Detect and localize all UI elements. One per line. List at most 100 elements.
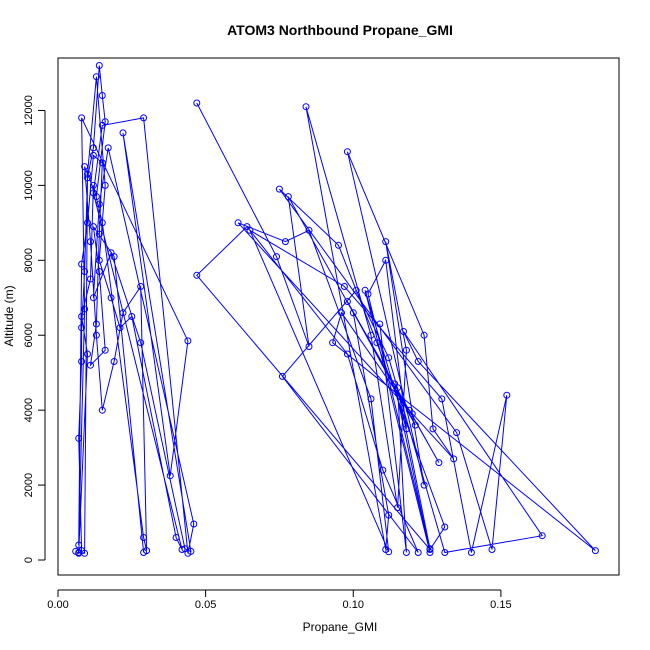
data-point bbox=[275, 185, 283, 193]
data-point bbox=[78, 313, 86, 320]
data-point bbox=[426, 545, 434, 553]
data-point bbox=[84, 170, 91, 178]
data-point bbox=[367, 395, 375, 403]
data-point bbox=[385, 511, 393, 519]
data-point bbox=[338, 309, 345, 317]
data-point bbox=[441, 523, 449, 531]
series-line bbox=[196, 102, 596, 554]
data-point bbox=[329, 339, 337, 347]
data-point bbox=[98, 219, 106, 227]
data-point bbox=[98, 406, 106, 414]
x-tick-label: 0.15 bbox=[490, 599, 511, 611]
data-point bbox=[193, 99, 201, 107]
data-point bbox=[95, 256, 103, 264]
data-point bbox=[376, 320, 384, 328]
y-tick-label: 4000 bbox=[23, 398, 35, 422]
data-point bbox=[453, 429, 461, 437]
data-point bbox=[402, 425, 410, 433]
y-tick-label: 2000 bbox=[23, 473, 35, 497]
data-point bbox=[305, 226, 313, 234]
data-point bbox=[278, 372, 286, 380]
data-point bbox=[426, 549, 434, 556]
data-point bbox=[75, 541, 83, 549]
data-point bbox=[367, 331, 375, 339]
data-point bbox=[420, 331, 428, 339]
data-point bbox=[95, 200, 103, 208]
data-point bbox=[81, 305, 89, 313]
data-point bbox=[364, 290, 372, 298]
data-point bbox=[420, 481, 428, 489]
data-point bbox=[488, 546, 496, 553]
data-point bbox=[84, 219, 91, 227]
data-point bbox=[81, 268, 89, 275]
data-point bbox=[450, 455, 458, 463]
data-point bbox=[95, 268, 103, 275]
data-point bbox=[193, 271, 201, 279]
data-point bbox=[335, 241, 342, 249]
data-point bbox=[435, 459, 443, 467]
x-tick-label: 0.05 bbox=[195, 599, 216, 611]
x-axis: 0.00 0.05 0.10 0.15 bbox=[47, 589, 512, 611]
data-point bbox=[98, 121, 106, 129]
data-point bbox=[429, 425, 437, 433]
data-point bbox=[281, 238, 289, 246]
data-point bbox=[394, 504, 402, 512]
data-point bbox=[101, 181, 109, 189]
data-point bbox=[116, 324, 124, 332]
data-point bbox=[137, 283, 145, 290]
data-point bbox=[349, 309, 357, 317]
series-1 bbox=[72, 62, 198, 557]
data-point bbox=[119, 129, 127, 137]
data-point bbox=[184, 337, 192, 345]
data-point bbox=[107, 294, 115, 302]
plot-frame bbox=[57, 57, 620, 576]
data-point bbox=[98, 159, 106, 167]
data-point bbox=[379, 466, 387, 474]
data-point bbox=[89, 144, 97, 152]
data-point bbox=[411, 421, 419, 429]
data-point bbox=[284, 193, 292, 201]
data-point bbox=[243, 223, 251, 231]
data-point bbox=[467, 549, 475, 556]
data-point bbox=[119, 309, 127, 317]
data-point bbox=[92, 320, 100, 328]
data-point bbox=[405, 406, 413, 414]
data-point bbox=[343, 350, 351, 358]
data-point bbox=[385, 354, 393, 362]
data-point bbox=[110, 358, 118, 365]
y-tick-label: 12000 bbox=[23, 95, 35, 126]
y-axis: 0 2000 4000 6000 8000 10000 12000 bbox=[23, 95, 46, 563]
data-point bbox=[104, 144, 112, 152]
data-point bbox=[190, 520, 198, 528]
data-point bbox=[591, 547, 599, 555]
series-2 bbox=[193, 99, 599, 556]
data-point bbox=[187, 547, 195, 555]
data-point bbox=[382, 238, 390, 246]
data-point bbox=[305, 343, 313, 350]
data-point bbox=[302, 103, 310, 111]
data-point bbox=[166, 472, 174, 480]
data-point bbox=[78, 114, 86, 122]
x-tick-label: 0.00 bbox=[47, 599, 68, 611]
data-point bbox=[87, 361, 94, 369]
chart-title: ATOM3 Northbound Propane_GMI bbox=[227, 22, 453, 38]
data-point bbox=[140, 114, 148, 122]
x-axis-label: Propane_GMI bbox=[303, 620, 378, 634]
data-point bbox=[78, 260, 86, 268]
data-point bbox=[78, 358, 86, 365]
data-point bbox=[503, 391, 511, 399]
plot-area bbox=[72, 62, 599, 557]
data-point bbox=[385, 548, 393, 556]
y-tick-label: 8000 bbox=[23, 248, 35, 272]
data-point bbox=[414, 549, 422, 556]
data-point bbox=[343, 148, 351, 156]
y-tick-label: 6000 bbox=[23, 323, 35, 347]
data-point bbox=[101, 346, 109, 354]
data-point bbox=[414, 358, 422, 365]
data-point bbox=[92, 73, 100, 81]
data-point bbox=[394, 384, 402, 392]
data-point bbox=[89, 181, 97, 189]
data-point bbox=[89, 189, 97, 197]
data-point bbox=[441, 549, 449, 556]
